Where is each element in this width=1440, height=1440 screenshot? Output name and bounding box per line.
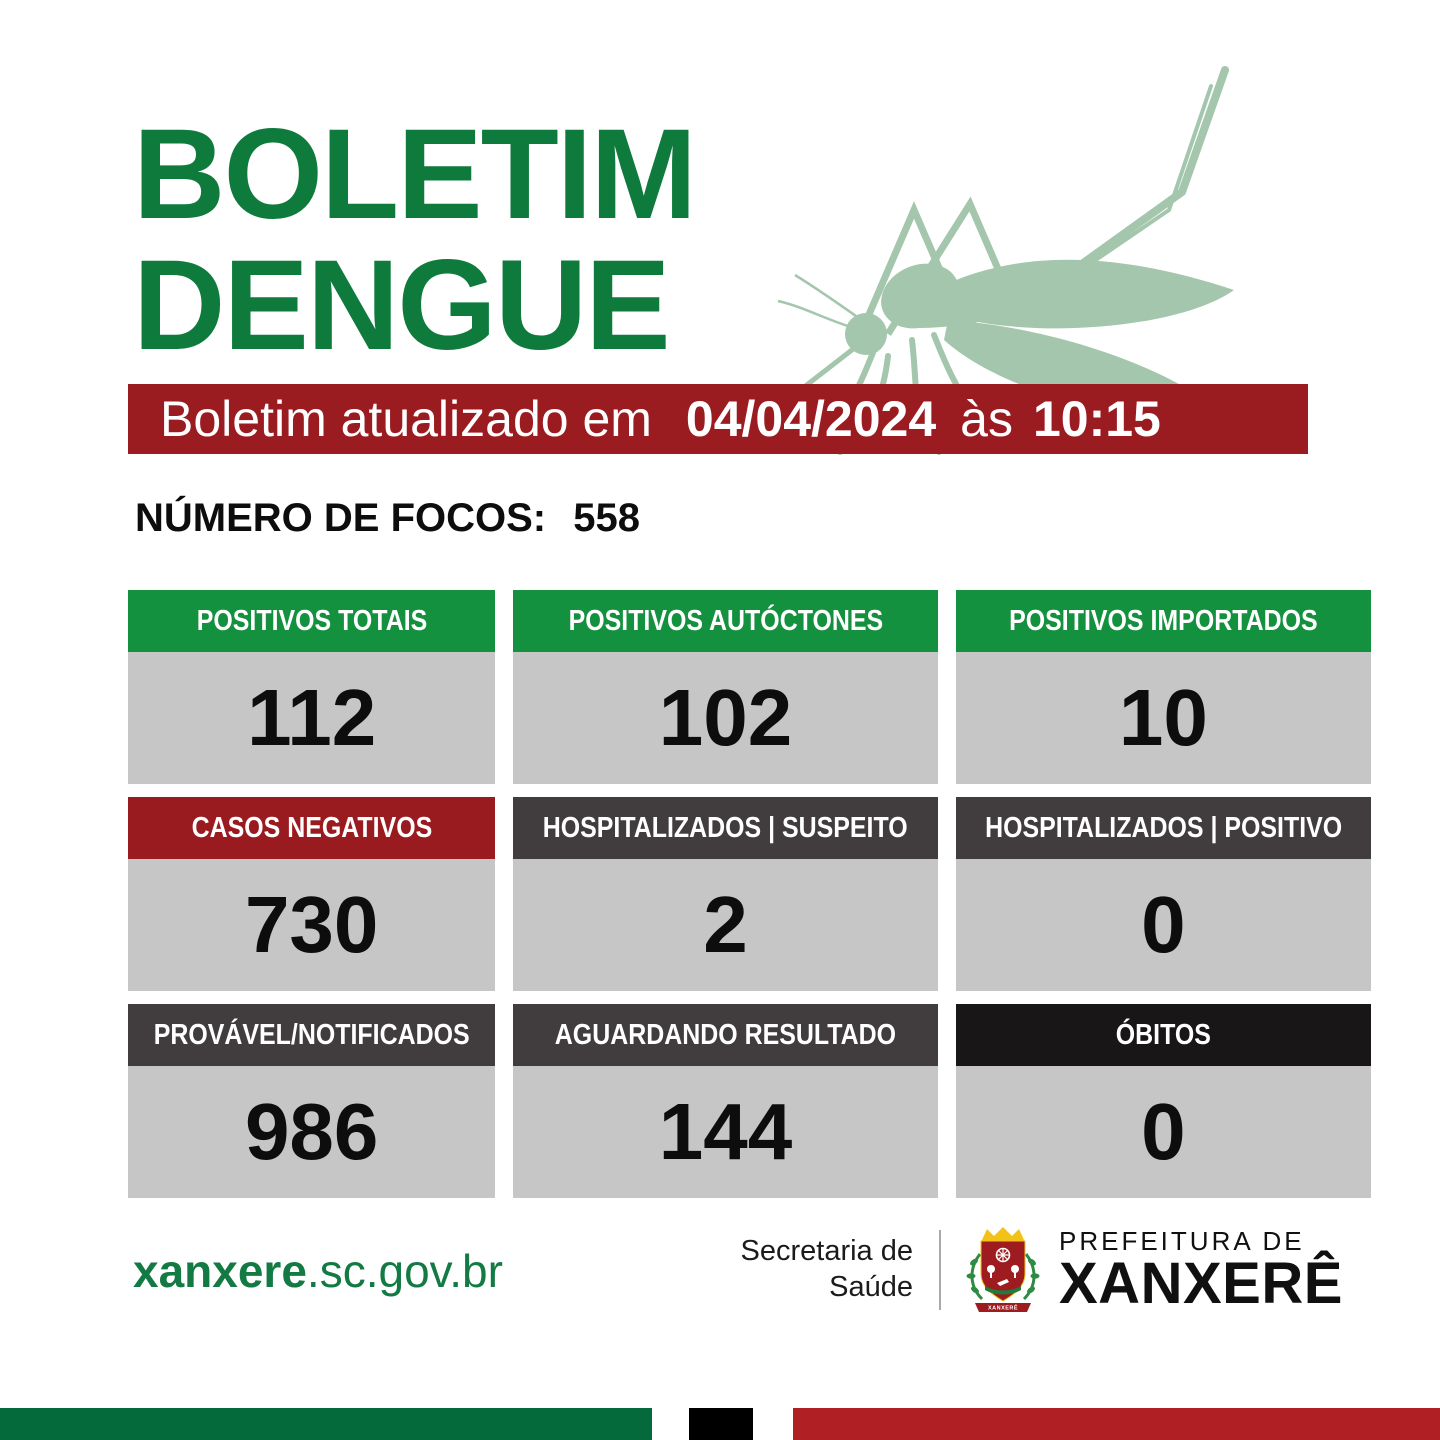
footer-divider xyxy=(939,1230,941,1310)
stat-card-positivos-importados: POSITIVOS IMPORTADOS 10 xyxy=(955,590,1371,784)
stat-card-header: ÓBITOS xyxy=(955,1004,1371,1066)
stat-card-value: 0 xyxy=(1141,880,1186,969)
foci-count-line: NÚMERO DE FOCOS: 558 xyxy=(135,496,640,541)
stat-card-casos-negativos: CASOS NEGATIVOS 730 xyxy=(128,797,496,991)
page-title: BOLETIM DENGUE xyxy=(133,103,697,377)
stat-card-value: 144 xyxy=(658,1087,793,1176)
stat-card-provavel-notificados: PROVÁVEL/NOTIFICADOS 986 xyxy=(128,1004,496,1198)
stat-card-label: AGUARDANDO RESULTADO xyxy=(554,1018,897,1051)
page-title-line1: BOLETIM xyxy=(133,103,697,246)
foci-count-value: 558 xyxy=(573,496,640,540)
page-title-line2: DENGUE xyxy=(133,233,671,377)
stat-card-header: AGUARDANDO RESULTADO xyxy=(513,1004,938,1066)
updated-banner-prefix: Boletim atualizado em xyxy=(160,391,652,447)
stat-card-body: 986 xyxy=(128,1066,496,1198)
prefeitura-line2: XANXERÊ xyxy=(1059,1251,1343,1317)
stat-card-header: PROVÁVEL/NOTIFICADOS xyxy=(128,1004,496,1066)
department-line2: Saúde xyxy=(829,1271,913,1303)
stat-card-body: 144 xyxy=(513,1066,938,1198)
website-url: xanxere.sc.gov.br xyxy=(133,1244,503,1298)
website-url-suffix: .sc.gov.br xyxy=(306,1245,503,1297)
footer-branding: Secretaria de Saúde xyxy=(735,1224,1343,1316)
stat-card-header: POSITIVOS TOTAIS xyxy=(128,590,496,652)
stat-card-value: 10 xyxy=(1118,673,1208,762)
bottom-stripe-green xyxy=(0,1408,652,1440)
stat-card-label: ÓBITOS xyxy=(1115,1018,1211,1051)
stat-card-value: 730 xyxy=(244,880,379,969)
updated-banner-time: 10:15 xyxy=(1032,391,1161,447)
stat-card-value: 2 xyxy=(703,880,748,969)
stat-card-label: PROVÁVEL/NOTIFICADOS xyxy=(153,1018,470,1051)
stat-card-positivos-autoctones: POSITIVOS AUTÓCTONES 102 xyxy=(513,590,938,784)
stat-card-hospitalizados-positivo: HOSPITALIZADOS | POSITIVO 0 xyxy=(955,797,1371,991)
department-line1: Secretaria de xyxy=(740,1235,914,1268)
stat-card-value: 986 xyxy=(244,1087,379,1176)
stat-card-aguardando-resultado: AGUARDANDO RESULTADO 144 xyxy=(513,1004,938,1198)
updated-banner-date: 04/04/2024 xyxy=(685,391,937,447)
stat-card-header: CASOS NEGATIVOS xyxy=(128,797,496,859)
xanxere-coat-of-arms-icon: XANXERÊ xyxy=(966,1227,1040,1312)
stat-card-obitos: ÓBITOS 0 xyxy=(955,1004,1371,1198)
stat-card-header: HOSPITALIZADOS | POSITIVO xyxy=(955,797,1371,859)
stat-card-label: POSITIVOS TOTAIS xyxy=(196,604,427,637)
bottom-stripe-black xyxy=(689,1408,753,1440)
prefeitura-lockup: PREFEITURA DE XANXERÊ xyxy=(1059,1227,1343,1314)
bottom-stripe-red xyxy=(793,1408,1440,1440)
stat-card-value: 0 xyxy=(1141,1087,1186,1176)
stat-card-value: 102 xyxy=(658,673,793,762)
stat-card-body: 10 xyxy=(955,652,1371,784)
stat-card-body: 0 xyxy=(955,1066,1371,1198)
stats-grid: POSITIVOS TOTAIS 112 POSITIVOS AUTÓCTONE… xyxy=(128,590,1371,1198)
updated-banner-connector: às xyxy=(960,391,1013,447)
stat-card-label: CASOS NEGATIVOS xyxy=(191,811,433,844)
stat-card-positivos-totais: POSITIVOS TOTAIS 112 xyxy=(128,590,496,784)
crest-ribbon-text: XANXERÊ xyxy=(988,1304,1018,1312)
foci-count-label: NÚMERO DE FOCOS: xyxy=(135,496,547,540)
updated-banner: Boletim atualizado em 04/04/2024 às 10:1… xyxy=(128,384,1308,454)
stat-card-value: 112 xyxy=(247,673,377,762)
prefeitura-line1: PREFEITURA DE xyxy=(1059,1225,1305,1256)
stat-card-label: HOSPITALIZADOS | POSITIVO xyxy=(984,811,1342,844)
department-name: Secretaria de Saúde xyxy=(735,1234,914,1306)
stat-card-header: POSITIVOS IMPORTADOS xyxy=(955,590,1371,652)
stat-card-body: 730 xyxy=(128,859,496,991)
website-url-domain: xanxere xyxy=(133,1245,307,1297)
stat-card-body: 112 xyxy=(128,652,496,784)
stat-card-body: 0 xyxy=(955,859,1371,991)
stat-card-header: POSITIVOS AUTÓCTONES xyxy=(513,590,938,652)
stat-card-label: POSITIVOS AUTÓCTONES xyxy=(568,604,883,637)
stat-card-header: HOSPITALIZADOS | SUSPEITO xyxy=(513,797,938,859)
stat-card-label: POSITIVOS IMPORTADOS xyxy=(1009,604,1318,637)
stat-card-label: HOSPITALIZADOS | SUSPEITO xyxy=(543,811,909,844)
stat-card-body: 102 xyxy=(513,652,938,784)
stat-card-body: 2 xyxy=(513,859,938,991)
stat-card-hospitalizados-suspeito: HOSPITALIZADOS | SUSPEITO 2 xyxy=(513,797,938,991)
